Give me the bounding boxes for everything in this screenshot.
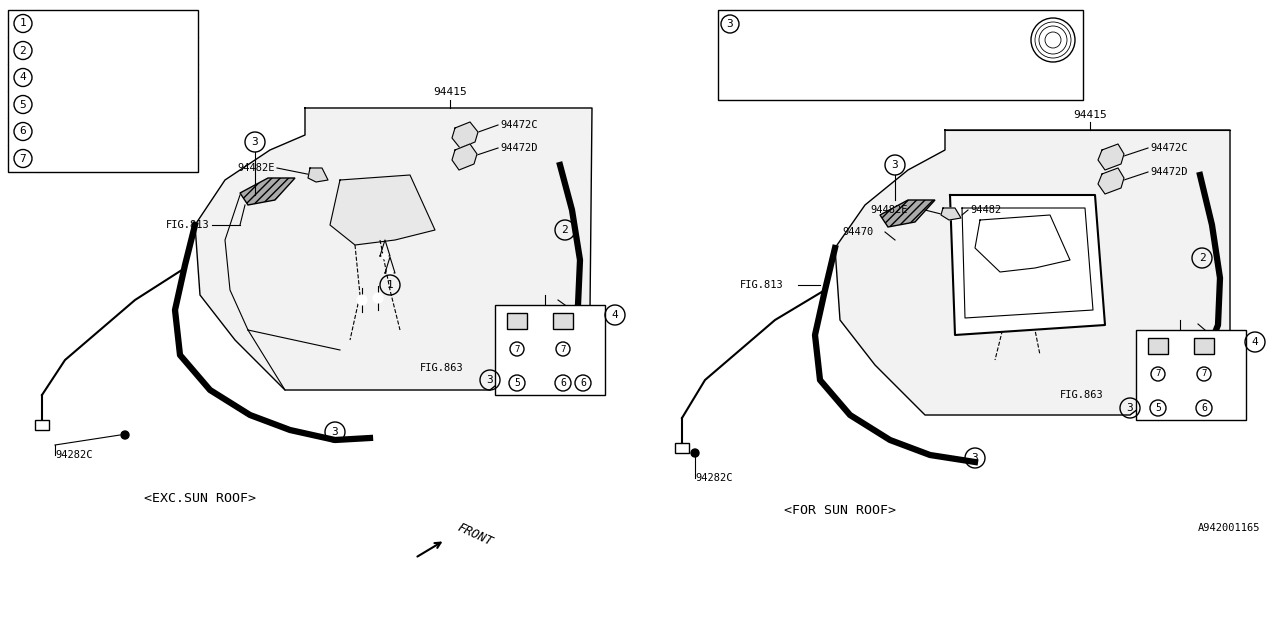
Text: 6: 6 [1201,403,1207,413]
Text: 3: 3 [892,160,899,170]
Text: 6: 6 [19,127,27,136]
Text: Length of the 94499 is 50m.: Length of the 94499 is 50m. [726,39,909,49]
Polygon shape [241,178,294,205]
Circle shape [381,253,388,259]
Text: 1: 1 [19,19,27,29]
Polygon shape [195,108,591,390]
Text: 3: 3 [486,375,493,385]
Text: 94282C: 94282C [695,473,732,483]
Circle shape [1199,361,1210,371]
Text: 3: 3 [972,453,978,463]
Polygon shape [1098,168,1124,194]
Text: 94470: 94470 [842,227,873,237]
Polygon shape [950,195,1105,335]
Text: 94482E: 94482E [870,205,908,215]
Circle shape [1199,380,1210,390]
Text: <FOR SUN ROOF>: <FOR SUN ROOF> [783,504,896,516]
Text: FIG.813: FIG.813 [166,220,210,230]
Bar [495,305,605,395]
Text: 94472D: 94472D [500,143,538,153]
Circle shape [387,270,393,276]
Text: necessary length.: necessary length. [726,73,841,83]
Circle shape [1153,361,1164,371]
Text: 2: 2 [562,225,568,235]
Circle shape [122,431,129,439]
Text: Please cut it according to: Please cut it according to [726,57,901,67]
Bar [8,10,198,172]
Polygon shape [975,215,1070,272]
Circle shape [558,336,568,346]
Text: 94472C: 94472C [500,120,538,130]
Text: 94482E: 94482E [238,163,275,173]
Text: 7: 7 [1202,369,1207,378]
Text: 7: 7 [19,154,27,163]
Text: 5: 5 [19,99,27,109]
Text: 94472C: 94472C [1149,143,1188,153]
Polygon shape [881,200,934,227]
Text: 5: 5 [515,378,520,388]
Text: 7: 7 [515,344,520,353]
Text: 94482: 94482 [970,205,1001,215]
Text: FIG.863: FIG.863 [420,363,463,373]
Text: 3: 3 [1126,403,1133,413]
Bar [675,443,689,453]
Text: W130077: W130077 [42,19,90,29]
Text: 6: 6 [561,378,566,388]
Bar [553,313,573,329]
Circle shape [512,355,522,365]
Text: FIG.813: FIG.813 [740,280,783,290]
Text: 4: 4 [19,72,27,83]
Text: 0515S   <1103->: 0515S <1103-> [42,154,143,163]
Text: W130105: W130105 [42,45,90,56]
Text: 4: 4 [612,310,618,320]
Polygon shape [452,144,477,170]
Text: 7: 7 [561,344,566,353]
Text: 3: 3 [332,427,338,437]
Text: 94415: 94415 [433,87,467,97]
Circle shape [558,355,568,365]
Polygon shape [835,130,1230,415]
Text: <EXC.SUN ROOF>: <EXC.SUN ROOF> [143,492,256,504]
Circle shape [691,449,699,457]
Text: 94415: 94415 [1073,110,1107,120]
Text: 94461I: 94461I [42,72,82,83]
Text: FIG.863: FIG.863 [1060,390,1103,400]
Text: 3: 3 [252,137,259,147]
Text: 2: 2 [1198,253,1206,263]
Bar [1148,338,1169,354]
Polygon shape [308,168,328,182]
Text: 2: 2 [19,45,27,56]
Text: 94472D: 94472D [1149,167,1188,177]
Circle shape [512,336,522,346]
Bar [718,10,1083,100]
Polygon shape [1098,144,1124,170]
Bar [507,313,527,329]
Circle shape [357,295,367,305]
Text: 7: 7 [1156,369,1161,378]
Polygon shape [330,175,435,245]
Polygon shape [452,122,477,148]
Circle shape [1153,380,1164,390]
Bar [35,420,49,430]
Text: A942001165: A942001165 [1198,523,1260,533]
Text: 4: 4 [1252,337,1258,347]
Bar [1137,330,1245,420]
Text: 94461J: 94461J [42,99,82,109]
Text: FRONT: FRONT [454,521,494,549]
Text: 6: 6 [580,378,586,388]
Text: 3: 3 [727,19,733,29]
Text: 1: 1 [387,280,393,290]
Text: 94499: 94499 [744,17,782,31]
Text: W130096<1103->: W130096<1103-> [42,127,137,136]
Circle shape [372,293,383,303]
Text: 5: 5 [1155,403,1161,413]
Text: 94282C: 94282C [55,450,92,460]
Polygon shape [941,208,961,220]
Bar [1194,338,1213,354]
